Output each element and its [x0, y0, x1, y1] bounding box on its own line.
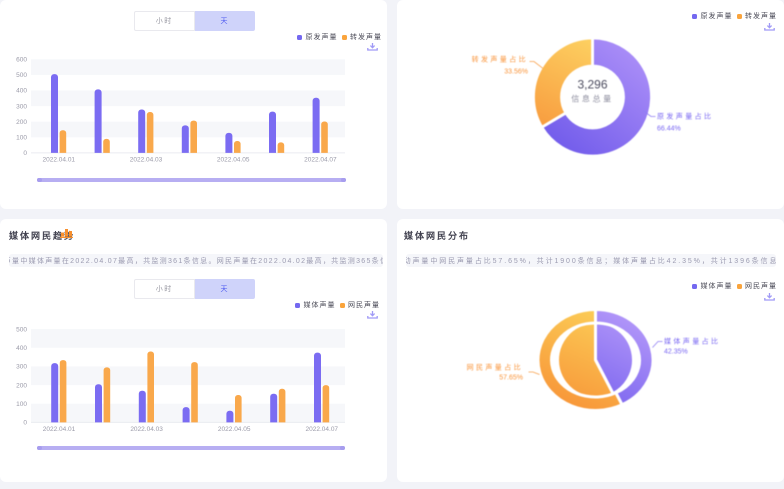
- svg-text:2022.04.03: 2022.04.03: [130, 157, 163, 164]
- svg-text:200: 200: [16, 119, 27, 126]
- svg-text:2022.04.07: 2022.04.07: [306, 426, 339, 433]
- svg-text:400: 400: [16, 88, 27, 95]
- svg-text:网民声量占比: 网民声量占比: [467, 363, 523, 372]
- svg-text:2022.04.05: 2022.04.05: [217, 157, 250, 164]
- svg-text:500: 500: [16, 72, 27, 79]
- svg-text:500: 500: [16, 326, 27, 333]
- svg-text:2022.04.01: 2022.04.01: [43, 426, 76, 433]
- svg-text:66.44%: 66.44%: [657, 126, 681, 133]
- svg-text:100: 100: [16, 401, 27, 408]
- svg-text:2022.04.07: 2022.04.07: [304, 157, 337, 164]
- svg-text:200: 200: [16, 382, 27, 389]
- svg-text:57.65%: 57.65%: [499, 375, 523, 382]
- svg-text:2022.04.03: 2022.04.03: [130, 426, 163, 433]
- svg-text:2022.04.05: 2022.04.05: [218, 426, 251, 433]
- svg-text:媒体声量占比: 媒体声量占比: [664, 337, 720, 346]
- svg-text:33.56%: 33.56%: [504, 69, 528, 76]
- svg-text:信息总量: 信息总量: [571, 94, 613, 104]
- svg-text:300: 300: [16, 364, 27, 371]
- svg-text:0: 0: [23, 420, 27, 427]
- svg-text:3,296: 3,296: [577, 78, 607, 92]
- svg-text:300: 300: [16, 103, 27, 110]
- svg-text:转发声量占比: 转发声量占比: [472, 55, 528, 64]
- svg-text:600: 600: [16, 57, 27, 64]
- svg-text:42.35%: 42.35%: [664, 349, 688, 356]
- svg-text:100: 100: [16, 135, 27, 142]
- svg-text:原发声量占比: 原发声量占比: [657, 112, 713, 121]
- svg-text:400: 400: [16, 345, 27, 352]
- svg-text:0: 0: [23, 150, 27, 157]
- svg-text:2022.04.01: 2022.04.01: [43, 157, 76, 164]
